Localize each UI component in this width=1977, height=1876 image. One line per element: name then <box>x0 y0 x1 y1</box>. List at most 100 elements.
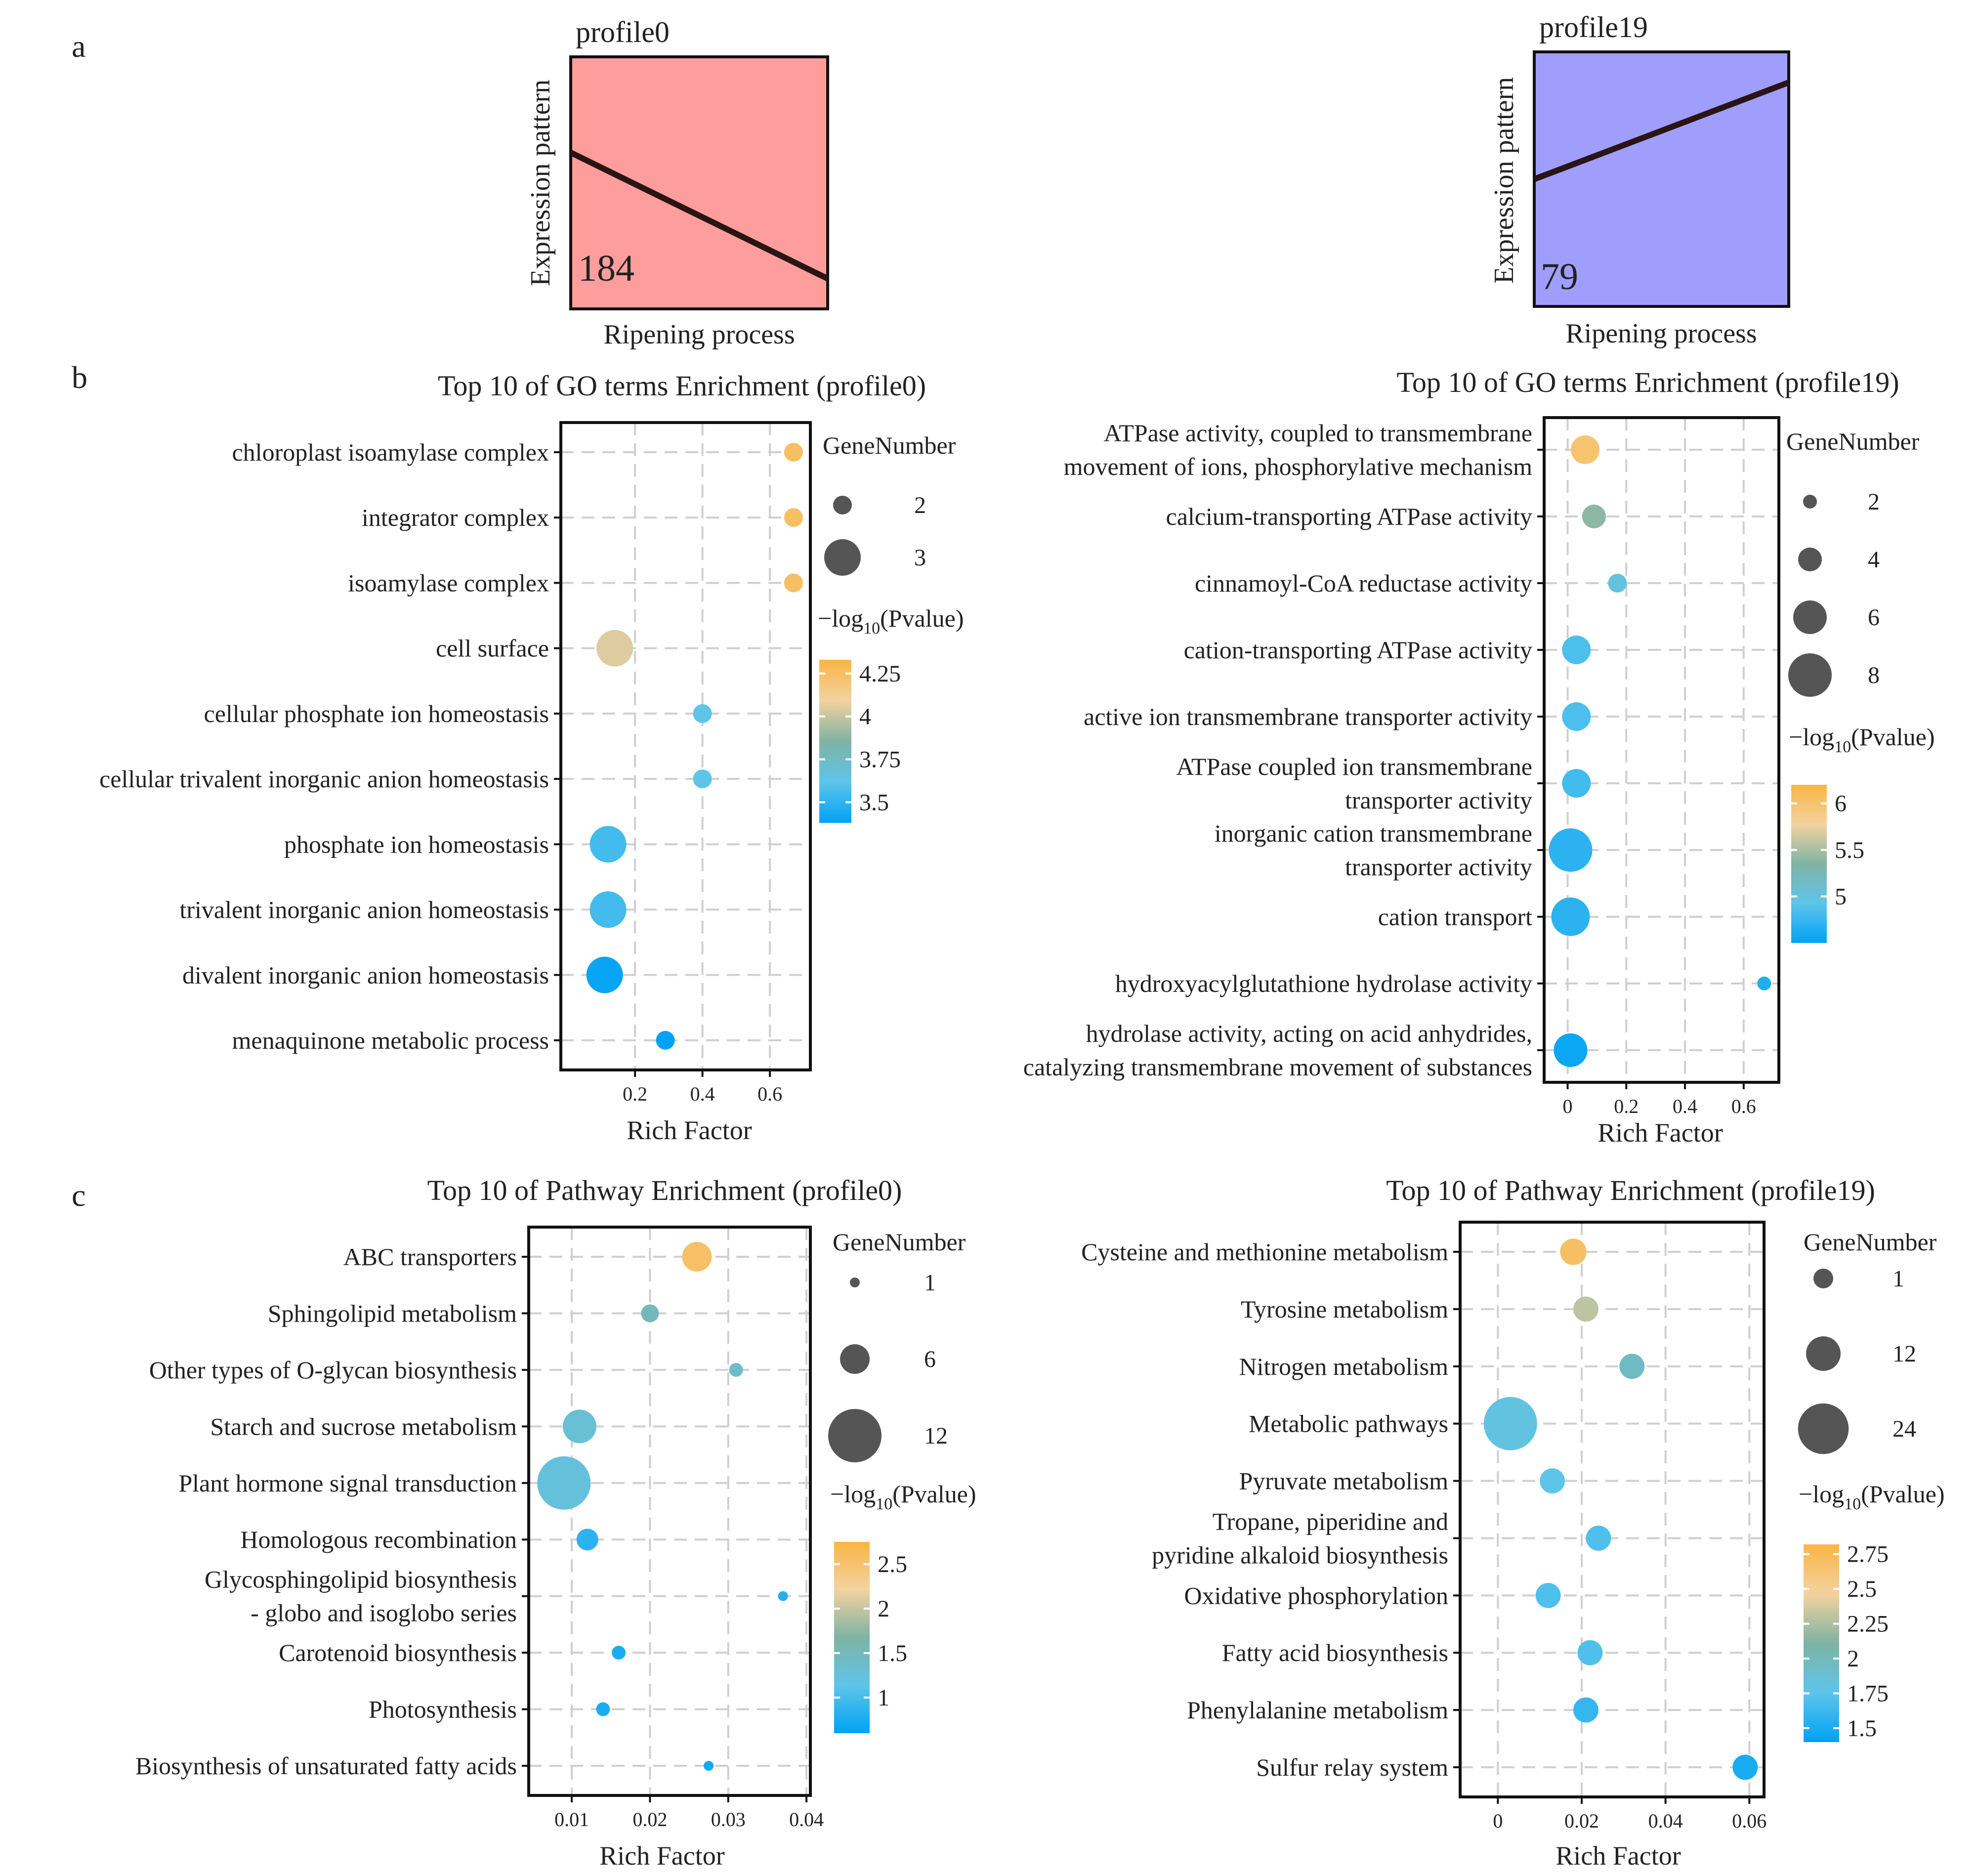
term-label: hydrolase activity, acting on acid anhyd… <box>1023 1020 1532 1081</box>
color-scale-label: 1.75 <box>1847 1680 1889 1706</box>
x-tick-label: 0.06 <box>1732 1810 1767 1832</box>
enrichment-bubble <box>612 1646 626 1660</box>
enrichment-bubble <box>589 891 627 928</box>
profile0-trend-line <box>569 150 829 282</box>
term-label: Fatty acid biosynthesis <box>1222 1639 1448 1666</box>
color-scale-label: 2 <box>1847 1646 1859 1672</box>
term-label: cellular phosphate ion homeostasis <box>204 700 549 727</box>
term-label: Oxidative phosphorylation <box>1184 1581 1448 1609</box>
enrichment-bubble <box>1562 769 1591 798</box>
enrichment-bubble <box>1608 574 1627 593</box>
size-legend-title: GeneNumber <box>823 431 956 459</box>
enrichment-bubble <box>1757 977 1771 990</box>
profile19-trend-line <box>1533 80 1790 182</box>
term-label: Sphingolipid metabolism <box>268 1299 517 1327</box>
term-label: phosphate ion homeostasis <box>284 830 549 858</box>
x-tick-label: 0.03 <box>711 1808 746 1831</box>
enrichment-bubble <box>1619 1354 1645 1379</box>
enrichment-bubble <box>778 1591 788 1601</box>
term-label: ATPase activity, coupled to transmembran… <box>1064 419 1533 480</box>
panel-label-a: a <box>72 29 85 64</box>
pathway-enrichment-profile0: Top 10 of Pathway Enrichment (profile0) … <box>135 1174 976 1871</box>
term-label: ABC transporters <box>343 1243 517 1271</box>
enrichment-bubble <box>537 1456 591 1510</box>
panel-label-b: b <box>72 360 87 395</box>
enrichment-bubble <box>1554 1033 1588 1067</box>
color-scale-label: 4.25 <box>859 661 901 687</box>
term-label: trivalent inorganic anion homeostasis <box>179 896 549 924</box>
panel-label-c: c <box>72 1178 85 1213</box>
chart-title: profile19 <box>1539 11 1648 43</box>
color-scale-label: 2.5 <box>1847 1576 1877 1602</box>
color-scale-bar <box>834 1542 870 1733</box>
enrichment-bubble <box>1562 636 1591 664</box>
x-axis-label: Rich Factor <box>1598 1118 1723 1148</box>
chart-title: Top 10 of GO terms Enrichment (profile19… <box>1396 366 1899 398</box>
color-scale-label: 1.5 <box>878 1640 907 1666</box>
enrichment-bubble <box>596 630 633 667</box>
term-label: Plant hormone signal transduction <box>178 1469 517 1497</box>
size-legend-label: 24 <box>1893 1416 1916 1442</box>
color-scale-label: 5 <box>1835 884 1847 910</box>
color-scale-bar <box>819 660 851 823</box>
color-scale-label: 6 <box>1835 791 1847 817</box>
size-legend-bubble <box>833 496 852 514</box>
term-label: Nitrogen metabolism <box>1239 1353 1448 1380</box>
color-scale-label: 2.25 <box>1847 1611 1889 1637</box>
size-legend-label: 6 <box>1868 604 1880 631</box>
term-label: Starch and sucrose metabolism <box>210 1412 517 1440</box>
size-legend-label: 1 <box>924 1270 936 1296</box>
term-label: inorganic cation transmembrane transporte… <box>1215 819 1532 881</box>
enrichment-bubble <box>1571 435 1600 464</box>
size-legend-label: 12 <box>924 1423 948 1449</box>
size-legend-bubble <box>1798 1403 1849 1454</box>
enrichment-bubble <box>1540 1468 1565 1493</box>
term-label: divalent inorganic anion homeostasis <box>182 961 549 989</box>
x-tick-label: 0.6 <box>757 1083 782 1105</box>
x-axis-label: Ripening process <box>603 319 795 350</box>
enrichment-bubble <box>1732 1754 1758 1780</box>
enrichment-bubble <box>729 1363 743 1377</box>
enrichment-bubble <box>682 1242 712 1272</box>
enrichment-bubble <box>1483 1397 1537 1450</box>
size-legend-bubble <box>1798 548 1822 571</box>
enrichment-bubble <box>704 1761 714 1771</box>
enrichment-bubble <box>1573 1296 1598 1322</box>
chart-title: Top 10 of Pathway Enrichment (profile0) <box>427 1174 902 1206</box>
term-label: Carotenoid biosynthesis <box>279 1639 517 1666</box>
profile19-pattern-chart: profile19 79 Expression pattern Ripening… <box>1489 11 1790 349</box>
enrichment-bubble <box>784 573 803 593</box>
size-legend-bubble <box>1813 1269 1833 1288</box>
term-label: hydroxyacylglutathione hydrolase activit… <box>1115 970 1532 997</box>
term-label: Tyrosine metabolism <box>1241 1295 1448 1323</box>
profile0-pattern-chart: profile0 184 Expression pattern Ripening… <box>525 16 829 350</box>
enrichment-bubble <box>693 704 712 723</box>
size-legend-bubble <box>1793 600 1827 634</box>
enrichment-bubble <box>641 1304 659 1322</box>
color-scale-label: 2.75 <box>1847 1541 1889 1568</box>
size-legend-label: 3 <box>914 545 926 571</box>
x-tick-label: 0.6 <box>1731 1095 1756 1117</box>
x-tick-label: 0.04 <box>789 1808 824 1831</box>
size-legend-bubble <box>840 1344 870 1374</box>
term-label: Pyruvate metabolism <box>1239 1467 1448 1495</box>
x-tick-label: 0.2 <box>623 1083 647 1105</box>
chart-title: profile0 <box>576 16 670 48</box>
enrichment-bubble <box>1573 1697 1598 1723</box>
x-tick-label: 0.04 <box>1648 1810 1683 1832</box>
term-label: Homologous recombination <box>240 1526 517 1553</box>
enrichment-bubble <box>1562 702 1591 731</box>
term-label: cell surface <box>436 635 549 662</box>
term-label: calcium-transporting ATPase activity <box>1166 503 1532 530</box>
profile0-background <box>569 55 829 310</box>
size-legend-bubble <box>824 539 861 576</box>
term-label: cinnamoyl-CoA reductase activity <box>1195 569 1532 597</box>
color-scale-label: 4 <box>859 704 871 730</box>
term-label: Glycosphingolipid biosynthesis - globo an… <box>205 1566 517 1627</box>
go-enrichment-profile19: Top 10 of GO terms Enrichment (profile19… <box>1023 366 1935 1148</box>
enrichment-bubble <box>656 1031 675 1050</box>
enrichment-bubble <box>589 826 627 863</box>
enrichment-bubble <box>576 1529 598 1551</box>
pathway-enrichment-profile19: Top 10 of Pathway Enrichment (profile19)… <box>1081 1174 1944 1871</box>
size-legend-label: 8 <box>1868 662 1880 688</box>
